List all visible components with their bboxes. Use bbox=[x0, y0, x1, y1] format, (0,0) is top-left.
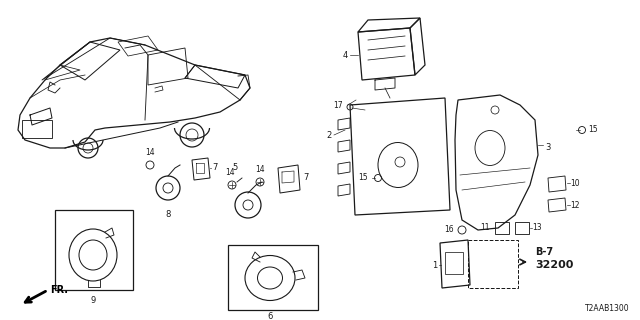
Bar bbox=[515, 222, 529, 234]
Text: 14: 14 bbox=[145, 148, 155, 157]
Text: 14: 14 bbox=[225, 168, 235, 177]
Text: 9: 9 bbox=[90, 296, 95, 305]
Bar bbox=[445, 252, 463, 274]
Bar bbox=[468, 240, 518, 288]
Text: 11: 11 bbox=[481, 223, 490, 233]
Text: 8: 8 bbox=[165, 210, 171, 219]
Bar bbox=[228, 245, 318, 310]
Text: 32200: 32200 bbox=[535, 260, 573, 270]
Text: 4: 4 bbox=[343, 51, 348, 60]
Text: 15: 15 bbox=[358, 173, 368, 182]
Bar bbox=[22, 120, 52, 138]
Text: 7: 7 bbox=[212, 164, 218, 172]
Text: 7: 7 bbox=[303, 173, 308, 182]
Bar bbox=[55, 210, 133, 290]
Text: 13: 13 bbox=[532, 223, 541, 233]
Text: 15: 15 bbox=[588, 125, 598, 134]
Text: 5: 5 bbox=[232, 163, 237, 172]
Bar bbox=[495, 222, 509, 234]
Text: 3: 3 bbox=[545, 143, 550, 153]
Text: 1: 1 bbox=[432, 260, 437, 269]
Text: 16: 16 bbox=[444, 226, 454, 235]
Text: 6: 6 bbox=[268, 312, 273, 320]
Text: T2AAB1300: T2AAB1300 bbox=[586, 304, 630, 313]
Text: 17: 17 bbox=[333, 101, 343, 110]
Text: 2: 2 bbox=[327, 131, 332, 140]
Text: B-7: B-7 bbox=[535, 247, 553, 257]
Text: 12: 12 bbox=[570, 201, 579, 210]
Text: 10: 10 bbox=[570, 179, 580, 188]
Text: 14: 14 bbox=[255, 165, 265, 174]
Text: FR.: FR. bbox=[50, 285, 68, 295]
